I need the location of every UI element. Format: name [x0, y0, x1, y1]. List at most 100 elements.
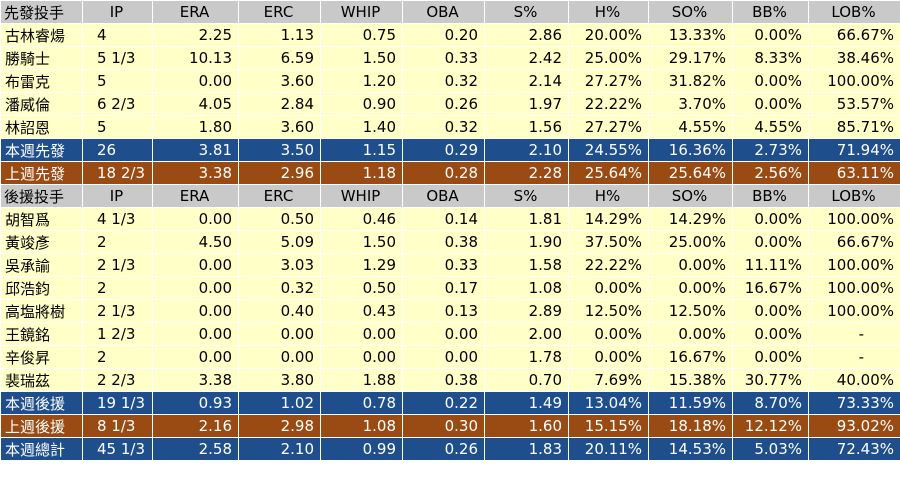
pitcher-name: 裴瑞茲 — [0, 368, 83, 392]
stat-cell: 6 2/3 — [82, 92, 153, 116]
stat-cell: 1.15 — [320, 138, 403, 162]
starters-header-row: 先發投手 IP ERA ERC WHIP OBA S% H% SO% BB% LOB% — [0, 0, 900, 24]
stat-cell: 100.00% — [808, 207, 900, 231]
stat-cell: 0.33 — [402, 253, 485, 277]
column-header: H% — [568, 184, 649, 208]
stat-cell: 20.11% — [568, 437, 649, 461]
stat-cell: 2 — [82, 345, 153, 369]
stat-cell: 0.50 — [320, 276, 403, 300]
stat-cell: 45 1/3 — [82, 437, 153, 461]
table-body: 先發投手 IP ERA ERC WHIP OBA S% H% SO% BB% LOB% 古林睿煬 4 2.… — [0, 0, 900, 461]
stat-cell: 0.00 — [152, 299, 239, 323]
stat-cell: 0.00% — [732, 230, 809, 254]
stat-cell: 4.55% — [732, 115, 809, 139]
stat-cell: 0.28 — [402, 161, 485, 185]
stat-cell: 16.67% — [732, 276, 809, 300]
stat-cell: 0.78 — [320, 391, 403, 415]
stat-cell: 0.38 — [402, 230, 485, 254]
stat-cell: 27.27% — [568, 115, 649, 139]
stat-cell: 2.16 — [152, 414, 239, 438]
stat-cell: 0.00 — [152, 69, 239, 93]
table-row: 勝騎士 5 1/3 10.13 6.59 1.50 0.33 2.42 25.00% 29.17… — [0, 46, 900, 70]
stat-cell: 4 1/3 — [82, 207, 153, 231]
stat-cell: 25.64% — [568, 161, 649, 185]
section-label: 先發投手 — [0, 0, 83, 24]
stat-cell: 3.80 — [238, 368, 321, 392]
column-header: BB% — [732, 184, 809, 208]
pitching-stats-table: 先發投手 IP ERA ERC WHIP OBA S% H% SO% BB% LOB% 古林睿煬 4 2.… — [0, 0, 900, 461]
stat-cell: 5 — [82, 115, 153, 139]
stat-cell: - — [808, 322, 900, 346]
stat-cell: 0.00 — [152, 276, 239, 300]
column-header: IP — [82, 0, 153, 24]
stat-cell: 0.00 — [152, 253, 239, 277]
stat-cell: 2 1/3 — [82, 253, 153, 277]
stat-cell: 16.36% — [648, 138, 733, 162]
stat-cell: 72.43% — [808, 437, 900, 461]
table-row: 吳承諭 2 1/3 0.00 3.03 1.29 0.33 1.58 22.22% 0.00% 1… — [0, 253, 900, 277]
stat-cell: 22.22% — [568, 253, 649, 277]
stat-cell: 2.56% — [732, 161, 809, 185]
stat-cell: 4.55% — [648, 115, 733, 139]
stat-cell: 37.50% — [568, 230, 649, 254]
stat-cell: 30.77% — [732, 368, 809, 392]
column-header: OBA — [402, 184, 485, 208]
stat-cell: 0.00% — [732, 207, 809, 231]
stat-cell: 2.00 — [484, 322, 569, 346]
stat-cell: 3.38 — [152, 161, 239, 185]
stat-cell: 2.10 — [238, 437, 321, 461]
stat-cell: 93.02% — [808, 414, 900, 438]
pitcher-name: 王鏡銘 — [0, 322, 83, 346]
stat-cell: 2.86 — [484, 23, 569, 47]
stat-cell: 26 — [82, 138, 153, 162]
stat-cell: 1.20 — [320, 69, 403, 93]
stat-cell: 0.00 — [152, 345, 239, 369]
stat-cell: 2 1/3 — [82, 299, 153, 323]
stat-cell: 0.93 — [152, 391, 239, 415]
stat-cell: 13.33% — [648, 23, 733, 47]
stat-cell: 66.67% — [808, 230, 900, 254]
table-row: 裴瑞茲 2 2/3 3.38 3.80 1.88 0.38 0.70 7.69% 15.38% 3… — [0, 368, 900, 392]
stat-cell: 2.89 — [484, 299, 569, 323]
stat-cell: 0.17 — [402, 276, 485, 300]
stat-cell: 14.53% — [648, 437, 733, 461]
pitcher-name: 本週後援 — [0, 391, 83, 415]
stat-cell: 38.46% — [808, 46, 900, 70]
stat-cell: 1.90 — [484, 230, 569, 254]
stat-cell: 0.29 — [402, 138, 485, 162]
stat-cell: 0.26 — [402, 92, 485, 116]
stat-cell: 0.00 — [320, 345, 403, 369]
column-header: ERA — [152, 184, 239, 208]
stat-cell: 3.03 — [238, 253, 321, 277]
pitcher-name: 本週先發 — [0, 138, 83, 162]
stat-cell: 8.70% — [732, 391, 809, 415]
table-row: 王鏡銘 1 2/3 0.00 0.00 0.00 0.00 2.00 0.00% 0.00% 0.… — [0, 322, 900, 346]
stat-cell: 5 1/3 — [82, 46, 153, 70]
stat-cell: 19 1/3 — [82, 391, 153, 415]
stat-cell: 3.38 — [152, 368, 239, 392]
stat-cell: 85.71% — [808, 115, 900, 139]
stat-cell: 0.32 — [402, 115, 485, 139]
column-header: SO% — [648, 0, 733, 24]
stat-cell: 1.08 — [484, 276, 569, 300]
column-header: WHIP — [320, 184, 403, 208]
stat-cell: 1.80 — [152, 115, 239, 139]
stat-cell: 2.96 — [238, 161, 321, 185]
stat-cell: 7.69% — [568, 368, 649, 392]
stat-cell: 2.42 — [484, 46, 569, 70]
stat-cell: 27.27% — [568, 69, 649, 93]
relievers-last-week-row: 上週後援 8 1/3 2.16 2.98 1.08 0.30 1.60 15.15% 18.18… — [0, 414, 900, 438]
stat-cell: 0.00% — [648, 322, 733, 346]
stat-cell: 2.84 — [238, 92, 321, 116]
table-row: 黃竣彥 2 4.50 5.09 1.50 0.38 1.90 37.50% 25.00% 0.00… — [0, 230, 900, 254]
stat-cell: 3.60 — [238, 69, 321, 93]
stat-cell: 2.58 — [152, 437, 239, 461]
stat-cell: 53.57% — [808, 92, 900, 116]
stat-cell: 4.50 — [152, 230, 239, 254]
stat-cell: 1.29 — [320, 253, 403, 277]
stat-cell: 0.00% — [732, 69, 809, 93]
column-header: OBA — [402, 0, 485, 24]
stat-cell: 0.00 — [402, 322, 485, 346]
column-header: H% — [568, 0, 649, 24]
stat-cell: 0.30 — [402, 414, 485, 438]
